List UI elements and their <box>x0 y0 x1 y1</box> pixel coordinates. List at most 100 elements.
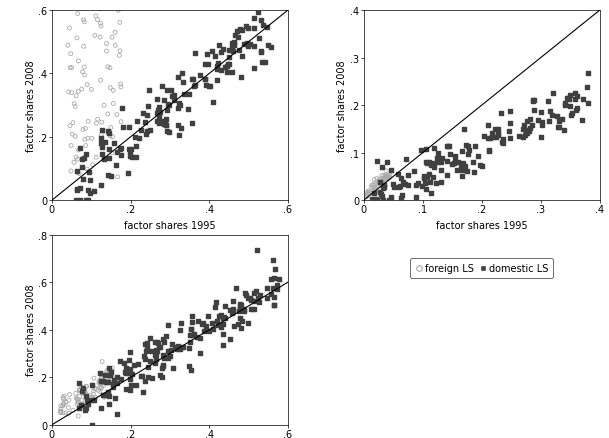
Point <box>140 119 150 126</box>
Point <box>266 290 275 297</box>
Point <box>80 390 90 397</box>
Point <box>81 151 91 158</box>
Point <box>377 164 387 171</box>
Point <box>202 322 211 329</box>
Point <box>80 126 90 133</box>
Point <box>189 77 199 84</box>
Point <box>246 297 256 304</box>
Point <box>105 364 114 371</box>
Point <box>231 285 241 292</box>
Point <box>238 317 247 324</box>
Point <box>68 120 78 127</box>
Point <box>96 24 106 31</box>
Point <box>151 356 161 363</box>
Point <box>83 187 93 194</box>
Point <box>141 347 150 354</box>
Point <box>58 409 68 416</box>
Point <box>97 119 107 126</box>
Point <box>151 351 161 358</box>
Point <box>239 306 248 313</box>
Point <box>483 136 493 143</box>
Point <box>103 172 113 179</box>
Point <box>505 135 515 142</box>
Point <box>74 387 84 394</box>
Point <box>382 159 392 166</box>
Point <box>253 295 263 302</box>
Point <box>232 28 242 35</box>
Point <box>268 285 278 292</box>
Point <box>485 136 495 143</box>
Point <box>165 353 175 360</box>
Point <box>97 152 107 159</box>
Point <box>403 172 413 179</box>
Point <box>168 364 178 371</box>
Point <box>266 45 276 52</box>
Point <box>163 355 172 362</box>
Point <box>187 332 197 339</box>
Point <box>99 392 108 399</box>
Point <box>69 101 79 108</box>
Point <box>132 155 141 162</box>
Point <box>236 301 245 308</box>
Point <box>377 180 387 187</box>
Point <box>401 156 411 163</box>
Point <box>376 179 385 186</box>
Point <box>169 98 179 105</box>
Point <box>421 159 431 166</box>
Point <box>396 195 406 202</box>
Point <box>96 378 106 385</box>
Point <box>97 182 107 189</box>
Point <box>115 20 125 27</box>
Point <box>106 125 116 132</box>
Point <box>450 158 460 165</box>
Point <box>72 187 82 194</box>
Point <box>173 343 183 350</box>
Point <box>527 123 537 130</box>
Point <box>419 173 429 180</box>
Point <box>88 391 98 398</box>
Point <box>269 275 279 282</box>
Point <box>110 141 119 148</box>
Point <box>127 154 137 161</box>
Point <box>272 286 281 293</box>
Point <box>559 127 569 134</box>
Point <box>545 108 555 115</box>
Point <box>112 112 122 119</box>
Point <box>88 394 97 401</box>
Point <box>107 367 117 374</box>
Point <box>95 377 105 384</box>
Point <box>230 39 239 46</box>
Point <box>458 160 468 167</box>
Point <box>223 61 233 68</box>
Point <box>231 33 241 40</box>
Point <box>424 159 434 166</box>
Point <box>135 135 144 142</box>
Point <box>521 127 530 134</box>
Point <box>105 65 115 72</box>
Point <box>99 382 109 389</box>
Point <box>72 168 82 175</box>
Point <box>121 370 131 377</box>
Point <box>266 276 275 283</box>
Point <box>480 133 490 140</box>
Point <box>163 87 172 94</box>
Point <box>161 116 171 123</box>
Point <box>522 130 532 137</box>
Point <box>56 409 66 416</box>
Point <box>107 376 116 383</box>
Point <box>442 159 452 166</box>
Point <box>121 385 130 392</box>
Point <box>463 143 473 150</box>
Point <box>161 122 171 129</box>
Point <box>63 404 73 411</box>
Point <box>560 101 569 108</box>
Point <box>384 197 393 204</box>
Point <box>170 343 180 350</box>
Point <box>227 70 237 77</box>
Point <box>362 192 372 199</box>
Point <box>363 188 373 195</box>
Point <box>103 64 113 71</box>
Point <box>79 44 88 51</box>
Point <box>136 127 146 134</box>
Point <box>177 71 187 78</box>
